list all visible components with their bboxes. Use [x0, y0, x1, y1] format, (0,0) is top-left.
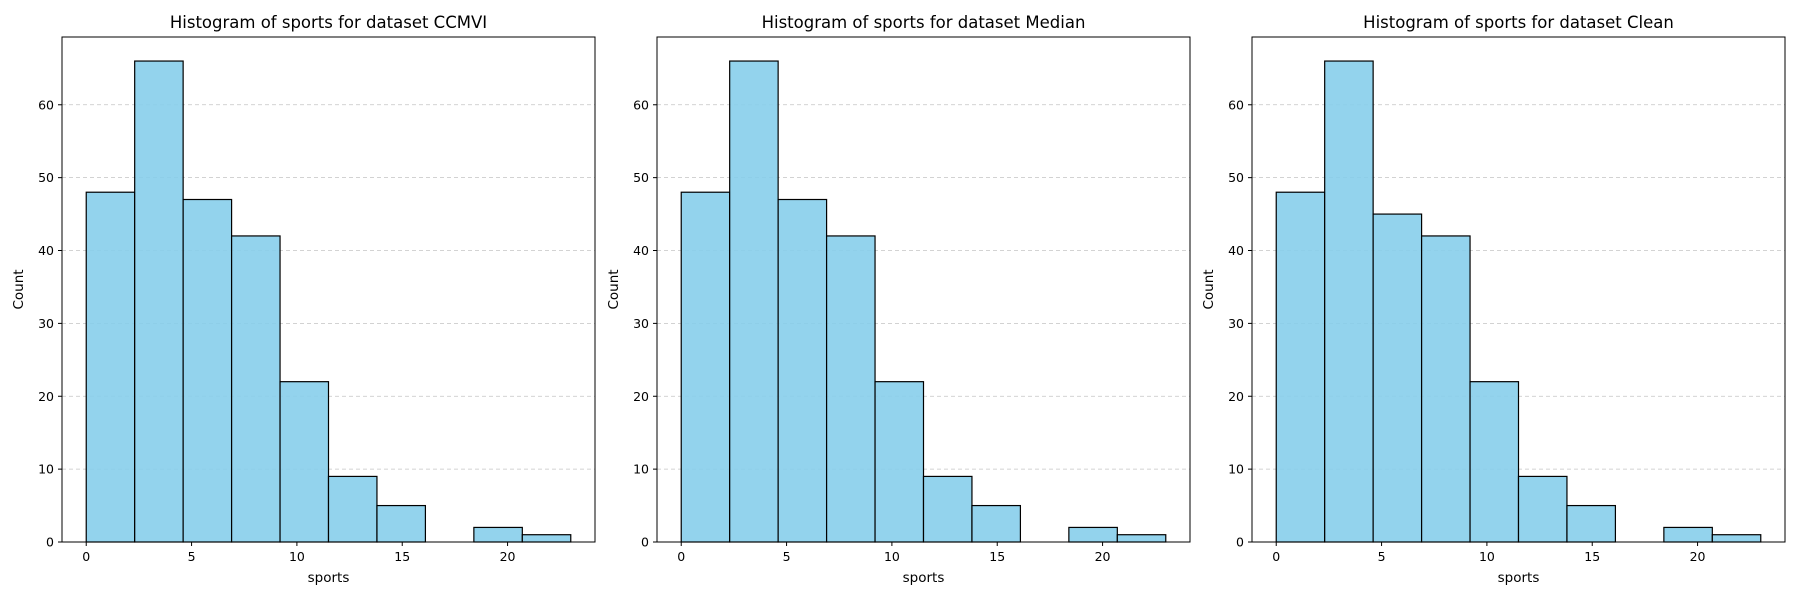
y-tick-label: 20	[38, 389, 54, 404]
y-tick-label: 10	[633, 462, 649, 477]
histogram-bar	[1324, 60, 1374, 543]
x-tick-label: 15	[394, 549, 410, 564]
chart-title: Histogram of sports for dataset CCMVI	[170, 13, 487, 32]
x-tick-label: 10	[289, 549, 305, 564]
x-tick-label: 5	[783, 549, 791, 564]
x-tick-label: 10	[884, 549, 900, 564]
histogram-bar	[182, 198, 233, 543]
histogram-bar	[85, 191, 136, 543]
y-tick-label: 20	[633, 389, 649, 404]
x-tick-label: 0	[1272, 549, 1280, 564]
histogram-bar	[279, 381, 330, 543]
histogram-panel-1: 0 10 20 30 40 50 60 0 5 10 15 20 Histogram of sports…	[11, 13, 596, 586]
histogram-bar	[327, 475, 378, 543]
histogram-bar	[473, 526, 523, 543]
y-axis-label: Count	[1201, 269, 1217, 309]
x-tick-label: 0	[82, 549, 90, 564]
x-tick-label: 10	[1479, 549, 1495, 564]
histogram-bar	[1663, 526, 1713, 543]
histogram-bar	[1711, 534, 1762, 543]
x-tick-label: 15	[1584, 549, 1600, 564]
y-tick-label: 50	[633, 170, 649, 185]
chart-title: Histogram of sports for dataset Clean	[1363, 13, 1674, 32]
axes-frame	[1251, 36, 1786, 543]
y-tick-label: 0	[1236, 535, 1244, 550]
x-tick-label: 20	[1690, 549, 1706, 564]
y-tick-label: 30	[38, 316, 54, 331]
y-tick-label: 30	[633, 316, 649, 331]
y-axis-label: Count	[11, 269, 27, 309]
histogram-bar	[971, 504, 1022, 543]
y-tick-label: 50	[38, 170, 54, 185]
histogram-bar	[1469, 381, 1520, 543]
histogram-bar	[1566, 504, 1617, 543]
x-tick-label: 15	[989, 549, 1005, 564]
y-tick-label: 60	[633, 97, 649, 112]
histogram-bar	[376, 504, 427, 543]
histogram-bar	[874, 381, 925, 543]
histogram-bar	[1275, 191, 1326, 543]
y-tick-label: 50	[1228, 170, 1244, 185]
histogram-bar	[1116, 534, 1167, 543]
y-tick-label: 10	[1228, 462, 1244, 477]
x-axis-label: sports	[903, 570, 945, 586]
chart-title: Histogram of sports for dataset Median	[762, 13, 1086, 32]
histogram-bar	[230, 235, 281, 543]
histogram-bar	[777, 198, 828, 543]
histogram-bar	[1420, 235, 1471, 543]
histogram-bar	[922, 475, 973, 543]
histogram-bar	[825, 235, 876, 543]
x-axis-label: sports	[308, 570, 350, 586]
y-tick-label: 40	[1228, 243, 1244, 258]
histogram-bar	[729, 60, 779, 543]
x-tick-label: 5	[188, 549, 196, 564]
histogram-bar	[1068, 526, 1118, 543]
y-tick-label: 60	[1228, 97, 1244, 112]
histogram-panel-2: 0 10 20 30 40 50 60 0 5 10 15 20 Histogram of sports…	[606, 13, 1191, 586]
axes-frame	[61, 36, 596, 543]
y-axis-label: Count	[606, 269, 622, 309]
histogram-bar	[1372, 213, 1423, 543]
x-tick-label: 20	[1095, 549, 1111, 564]
x-tick-label: 5	[1378, 549, 1386, 564]
histogram-bar	[134, 60, 184, 543]
y-tick-label: 10	[38, 462, 54, 477]
y-tick-label: 60	[38, 97, 54, 112]
histogram-bar	[680, 191, 731, 543]
histogram-bar	[1517, 475, 1568, 543]
histogram-bar	[521, 534, 572, 543]
x-tick-label: 0	[677, 549, 685, 564]
x-tick-label: 20	[500, 549, 516, 564]
y-tick-label: 0	[641, 535, 649, 550]
y-tick-label: 0	[46, 535, 54, 550]
y-tick-label: 40	[633, 243, 649, 258]
y-tick-label: 20	[1228, 389, 1244, 404]
axes-frame	[656, 36, 1191, 543]
histogram-panel-3: 0 10 20 30 40 50 60 0 5 10 15 20 Histogram of sports…	[1201, 13, 1786, 586]
x-axis-label: sports	[1498, 570, 1540, 586]
y-tick-label: 30	[1228, 316, 1244, 331]
y-tick-label: 40	[38, 243, 54, 258]
